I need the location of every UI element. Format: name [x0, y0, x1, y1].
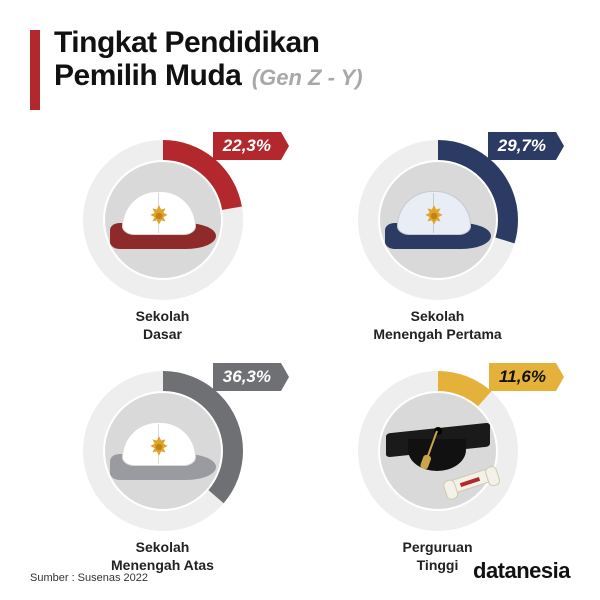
title-subtitle: (Gen Z - Y) [252, 65, 363, 90]
title-line1: Tingkat Pendidikan [54, 26, 570, 59]
infographic-page: Tingkat Pendidikan Pemilih Muda (Gen Z -… [0, 0, 600, 600]
school-cap-icon [383, 185, 493, 255]
graduation-cap-icon [378, 409, 498, 494]
title-line2: Pemilih Muda [54, 59, 241, 92]
card-smp: 29,7% Sek [325, 132, 550, 343]
emblem-icon [146, 434, 172, 460]
title-block: Tingkat Pendidikan Pemilih Muda (Gen Z -… [54, 26, 570, 92]
badge-sma: 36,3% [213, 363, 281, 391]
accent-bar [30, 30, 40, 110]
badge-pt: 11,6% [489, 363, 556, 391]
donut-smp [358, 140, 518, 300]
badge-sd: 22,3% [213, 132, 281, 160]
icon-layer-sd [83, 140, 243, 300]
school-cap-icon [108, 185, 218, 255]
title-line2-row: Pemilih Muda (Gen Z - Y) [54, 59, 570, 92]
cards-grid: 22,3% Sek [30, 132, 570, 574]
donut-sma [83, 371, 243, 531]
icon-layer-pt [358, 371, 518, 531]
card-sd: 22,3% Sek [50, 132, 275, 343]
grad-body [408, 439, 466, 471]
donut-sd [83, 140, 243, 300]
emblem-icon [421, 203, 447, 229]
card-sma: 36,3% Sek [50, 363, 275, 574]
emblem-icon [146, 203, 172, 229]
donut-pt [358, 371, 518, 531]
school-cap-icon [108, 416, 218, 486]
icon-layer-smp [358, 140, 518, 300]
header: Tingkat Pendidikan Pemilih Muda (Gen Z -… [30, 26, 570, 110]
source-text: Sumber : Susenas 2022 [30, 572, 148, 584]
label-sd: Sekolah Dasar [136, 308, 190, 343]
badge-smp: 29,7% [488, 132, 556, 160]
label-smp: Sekolah Menengah Pertama [373, 308, 501, 343]
card-pt: 11,6% Pergu [325, 363, 550, 574]
footer: Sumber : Susenas 2022 datanesia [30, 558, 570, 584]
icon-layer-sma [83, 371, 243, 531]
brand-logo: datanesia [473, 558, 570, 584]
